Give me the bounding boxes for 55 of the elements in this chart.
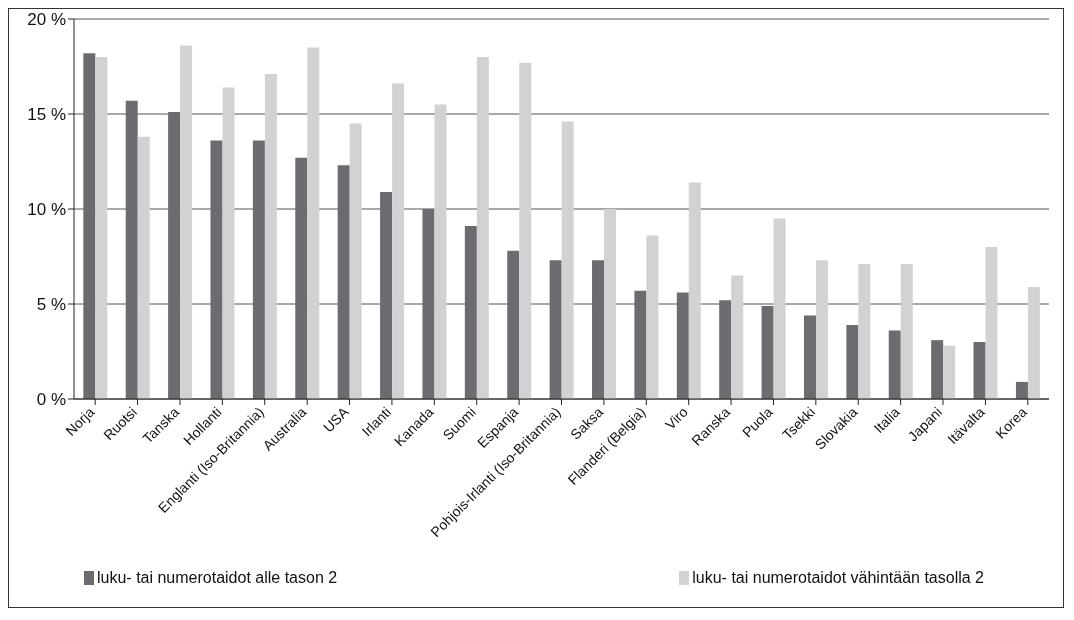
bar bbox=[592, 260, 605, 399]
bar bbox=[464, 226, 477, 399]
bar bbox=[773, 218, 786, 399]
legend-label: luku- tai numerotaidot alle tason 2 bbox=[96, 569, 338, 587]
bar bbox=[815, 260, 828, 399]
bar bbox=[931, 340, 944, 399]
bar bbox=[507, 250, 520, 399]
bar bbox=[83, 53, 96, 399]
y-tick-label: 15 % bbox=[27, 105, 66, 125]
bar bbox=[688, 182, 701, 399]
bar bbox=[761, 305, 774, 399]
bar bbox=[180, 45, 193, 399]
bar bbox=[731, 275, 744, 399]
bar bbox=[95, 57, 108, 399]
x-tick-label: USA bbox=[319, 403, 353, 436]
bar bbox=[985, 247, 998, 399]
x-tick-label: Viro bbox=[662, 403, 691, 433]
y-tick-label: 5 % bbox=[36, 295, 66, 315]
y-tick-label: 20 % bbox=[27, 10, 66, 30]
bar bbox=[137, 136, 150, 399]
bar bbox=[349, 123, 362, 399]
bar bbox=[803, 315, 816, 399]
bar bbox=[846, 324, 859, 399]
bar bbox=[719, 300, 732, 399]
bar bbox=[476, 57, 489, 399]
bar bbox=[519, 62, 532, 399]
bar bbox=[392, 83, 405, 399]
bar bbox=[604, 209, 617, 399]
bar bbox=[858, 264, 871, 399]
bar bbox=[295, 157, 308, 399]
bar bbox=[888, 330, 901, 399]
bar bbox=[307, 47, 320, 399]
bar bbox=[943, 345, 956, 399]
y-tick-label: 0 % bbox=[36, 390, 66, 410]
bar bbox=[1027, 286, 1040, 399]
bar bbox=[646, 235, 659, 399]
bar bbox=[676, 292, 689, 399]
bar bbox=[900, 264, 913, 399]
bar bbox=[380, 191, 393, 399]
bar bbox=[337, 165, 350, 399]
bar bbox=[252, 140, 265, 399]
legend-label: luku- tai numerotaidot vähintään tasolla 2 bbox=[691, 569, 984, 587]
bar bbox=[634, 290, 647, 399]
y-tick-label: 10 % bbox=[27, 200, 66, 220]
bar bbox=[125, 100, 138, 399]
bar bbox=[561, 121, 574, 399]
bar bbox=[168, 112, 181, 399]
bar bbox=[422, 209, 435, 399]
bar bbox=[210, 140, 223, 399]
bar bbox=[222, 87, 235, 399]
bar bbox=[973, 342, 986, 399]
bar bbox=[264, 74, 277, 399]
bar bbox=[549, 260, 562, 399]
bar bbox=[1015, 381, 1028, 399]
bar bbox=[434, 104, 447, 399]
